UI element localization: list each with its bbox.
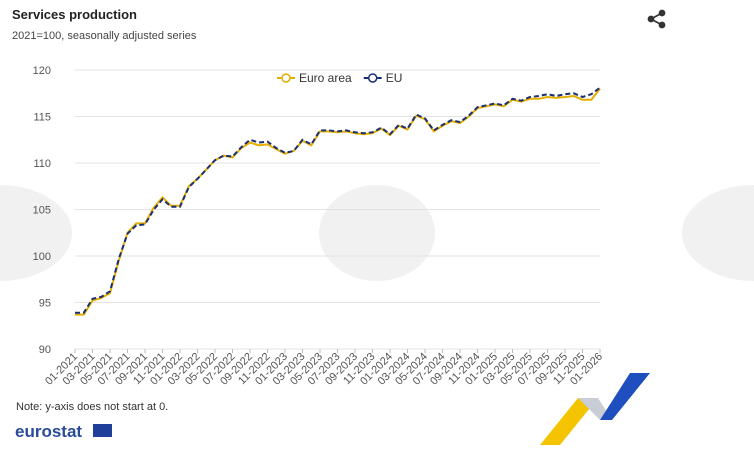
- logo-text: eurostat: [15, 422, 82, 441]
- legend-label: Euro area: [299, 71, 352, 85]
- chart-title: Services production: [12, 7, 137, 22]
- y-tick-label: 110: [33, 158, 51, 170]
- y-tick-label: 95: [39, 298, 51, 310]
- y-tick-label: 100: [33, 251, 51, 263]
- share-icon[interactable]: [647, 9, 666, 29]
- note: Note: y-axis does not start at 0.: [16, 401, 168, 413]
- watermark: [0, 185, 754, 281]
- legend-label: EU: [386, 71, 403, 85]
- corner-graphic: [540, 373, 650, 445]
- eu-flag: [93, 424, 112, 437]
- y-tick-label: 90: [39, 344, 51, 356]
- legend-item[interactable]: Euro area: [277, 71, 352, 85]
- y-tick-label: 120: [33, 65, 51, 77]
- legend-marker: [281, 73, 291, 83]
- legend-marker: [367, 73, 378, 83]
- legend-item[interactable]: EU: [363, 71, 403, 85]
- chart-subtitle: 2021=100, seasonally adjusted series: [12, 30, 197, 42]
- y-tick-label: 115: [33, 112, 51, 124]
- y-tick-label: 105: [33, 205, 51, 217]
- series-line: [75, 86, 601, 314]
